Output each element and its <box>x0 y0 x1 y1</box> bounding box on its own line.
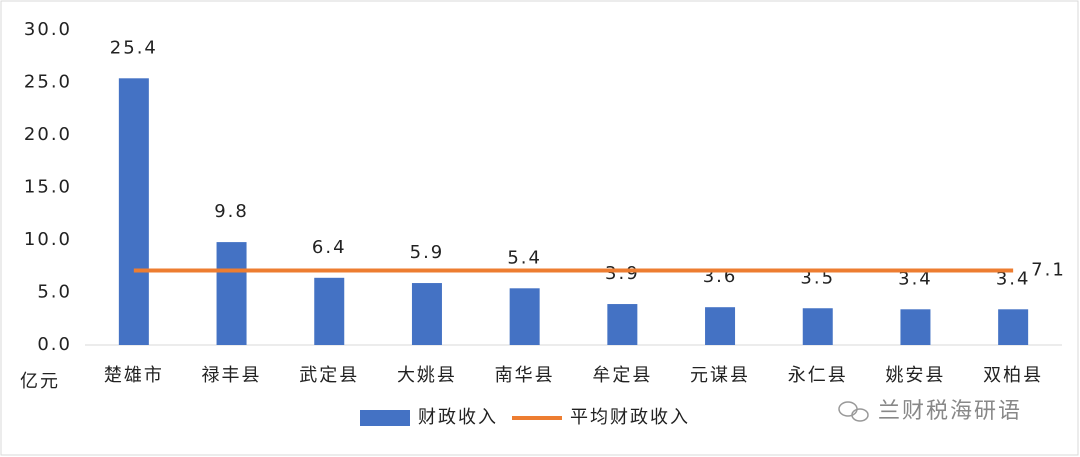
legend-label: 财政收入 <box>418 407 498 428</box>
x-tick-label: 武定县 <box>299 365 359 386</box>
bar <box>216 242 247 345</box>
value-label: 3.4 <box>996 268 1031 289</box>
x-tick-label: 禄丰县 <box>202 365 262 386</box>
value-label: 5.9 <box>410 242 445 263</box>
y-tick-label: 0.0 <box>37 334 72 355</box>
x-tick-label: 姚安县 <box>885 365 945 386</box>
watermark: 兰财税海研语 <box>878 399 1022 424</box>
x-tick-label: 大姚县 <box>397 365 457 386</box>
bar <box>802 308 833 345</box>
bar <box>705 307 736 345</box>
bar <box>998 309 1029 345</box>
x-tick-label: 永仁县 <box>788 365 848 386</box>
value-label: 3.4 <box>898 268 933 289</box>
bar <box>509 288 540 345</box>
y-tick-label: 5.0 <box>37 282 72 303</box>
y-tick-label: 15.0 <box>24 177 72 198</box>
y-tick-label: 30.0 <box>24 19 72 40</box>
x-tick-label: 双柏县 <box>983 365 1043 386</box>
bar <box>314 277 345 345</box>
x-tick-label: 牟定县 <box>592 365 652 386</box>
bar <box>607 304 638 345</box>
x-tick-label: 南华县 <box>495 365 555 386</box>
value-label: 3.9 <box>605 263 640 284</box>
y-tick-label: 20.0 <box>24 124 72 145</box>
value-label: 6.4 <box>312 237 347 258</box>
y-axis-label: 亿元 <box>20 371 60 392</box>
legend-label: 平均财政收入 <box>570 407 690 428</box>
watermark-icon <box>838 401 869 422</box>
value-label: 25.4 <box>110 37 158 58</box>
x-tick-label: 元谋县 <box>690 365 750 386</box>
legend-swatch <box>360 410 410 426</box>
bar <box>411 283 442 345</box>
value-label: 5.4 <box>507 247 542 268</box>
bar <box>900 309 931 345</box>
value-label: 3.5 <box>800 267 835 288</box>
value-label: 7.1 <box>1031 259 1066 280</box>
y-tick-label: 25.0 <box>24 72 72 93</box>
bar <box>118 78 149 346</box>
y-tick-label: 10.0 <box>24 229 72 250</box>
x-tick-label: 楚雄市 <box>104 365 164 386</box>
value-label: 9.8 <box>214 201 249 222</box>
